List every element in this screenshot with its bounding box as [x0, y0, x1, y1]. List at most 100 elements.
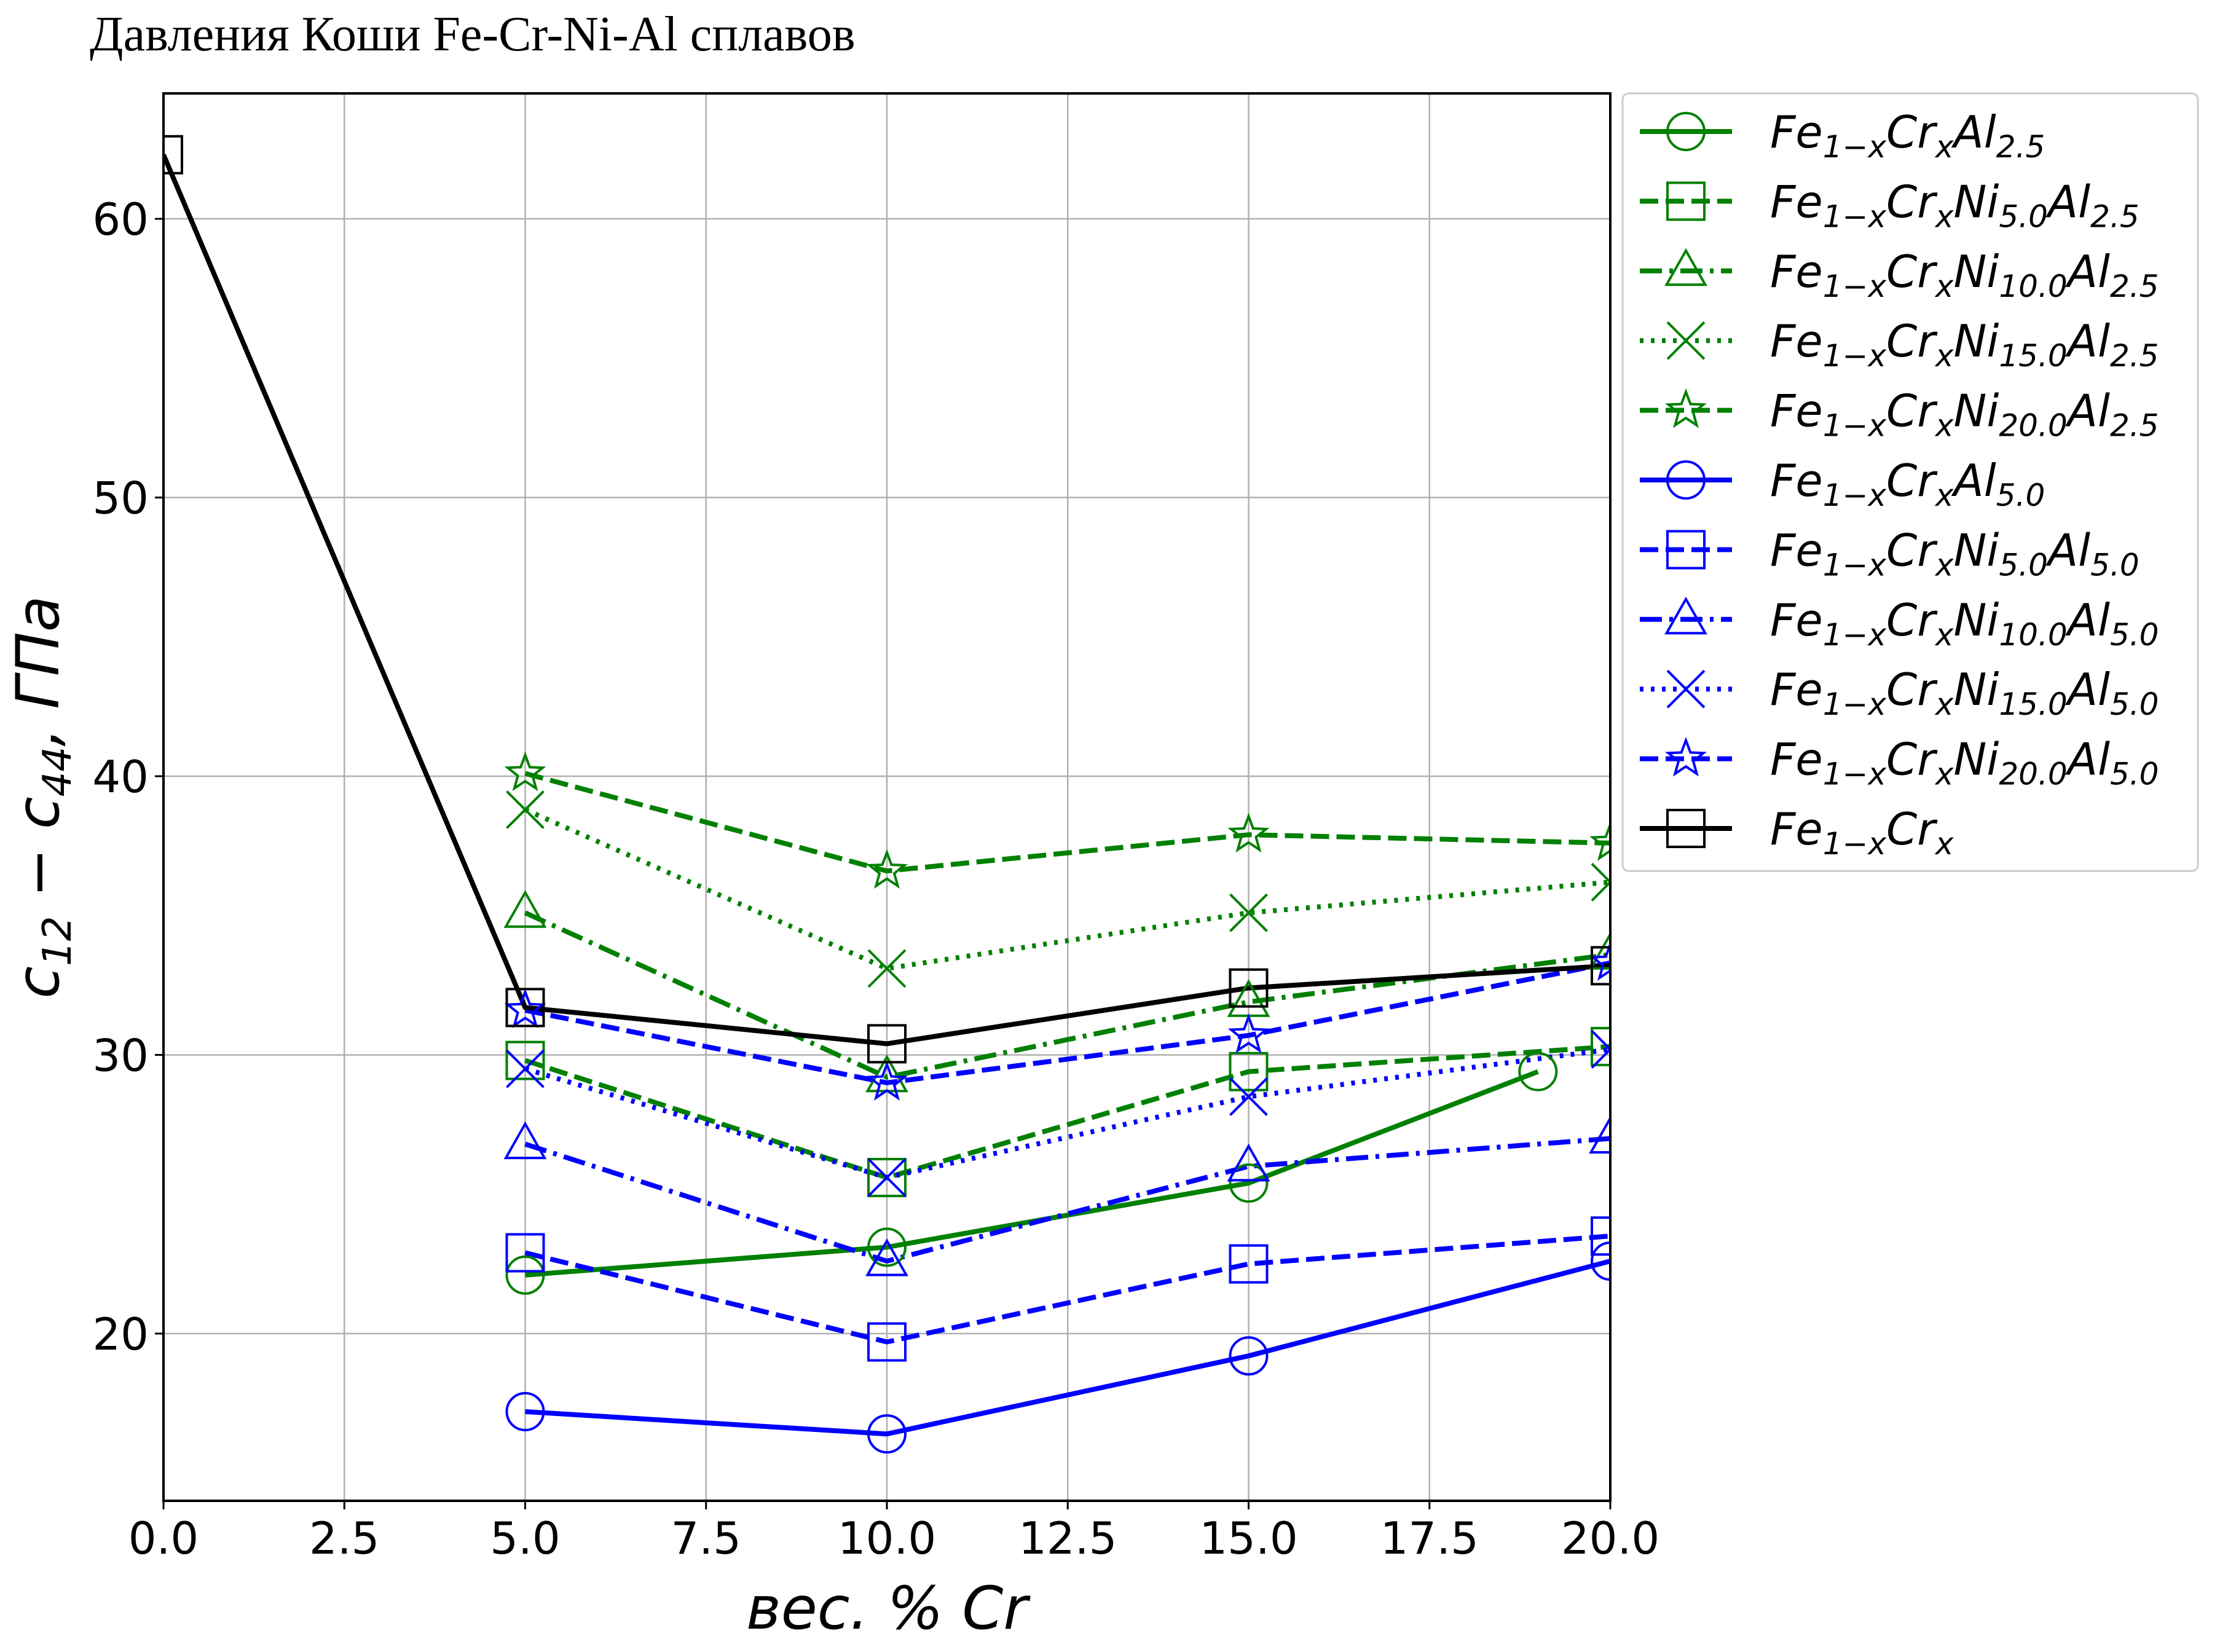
star-marker	[1589, 941, 1610, 981]
legend-entry: Fe1−xCrxNi20.0Al5.0	[1640, 734, 2159, 792]
circle-marker	[1229, 1163, 1269, 1203]
circle-marker	[867, 1227, 907, 1267]
square-marker	[505, 1233, 545, 1273]
legend-label: Fe1−xCrxNi20.0Al2.5	[1770, 385, 2159, 444]
x-marker	[867, 949, 907, 988]
y-tick-label: 20	[92, 1308, 149, 1360]
star-marker	[866, 1061, 908, 1101]
legend-entry: Fe1−xCrxNi15.0Al5.0	[1640, 664, 2159, 722]
series-line	[163, 154, 1610, 1047]
square-marker	[867, 1157, 907, 1197]
x-marker	[1591, 1029, 1610, 1069]
circle-marker	[1666, 112, 1706, 151]
square-marker	[505, 988, 545, 1028]
series-line	[524, 1233, 1610, 1345]
star-marker	[1227, 812, 1270, 853]
square-marker	[1591, 1216, 1610, 1256]
legend-entry: Fe1−xCrxAl5.0	[1640, 455, 2045, 513]
x-axis-label: вес. % Cr	[746, 1574, 1031, 1643]
legend-label: Fe1−xCrxNi15.0Al5.0	[1770, 664, 2159, 722]
ticks: 0.0 2.5 5.0 7.5 10.0 12.5 15.0 17.5 20.0 20 30 40 50…	[92, 194, 1659, 1564]
x-marker	[1666, 669, 1706, 709]
y-tick-label: 40	[92, 751, 149, 803]
square-marker	[1229, 968, 1269, 1008]
square-marker	[505, 1040, 545, 1080]
x-tick-label: 2.5	[309, 1512, 380, 1564]
x-marker	[867, 1158, 907, 1197]
x-tick-label: 10.0	[838, 1512, 936, 1564]
legend-label: Fe1−xCrxNi10.0Al5.0	[1770, 594, 2159, 653]
series-line	[524, 807, 1610, 971]
square-marker	[867, 1322, 907, 1362]
square-marker	[1666, 181, 1706, 221]
star-marker	[1665, 388, 1707, 428]
triangle-marker	[1227, 1143, 1270, 1182]
square-marker	[163, 135, 183, 175]
legend-label: Fe1−xCrx	[1770, 803, 1954, 862]
series-line	[525, 1069, 1539, 1278]
series-line	[525, 1259, 1610, 1437]
triangle-marker	[1589, 1115, 1610, 1154]
legend-entry: Fe1−xCrxNi15.0Al2.5	[1640, 315, 2159, 374]
legend-entry: Fe1−xCrxNi10.0Al2.5	[1640, 246, 2159, 304]
legend-entry: Fe1−xCrxNi10.0Al5.0	[1640, 594, 2159, 653]
x-marker	[1666, 321, 1706, 360]
series-line	[524, 1044, 1610, 1180]
triangle-marker	[1664, 596, 1707, 635]
y-tick-label: 60	[92, 194, 149, 245]
x-tick-label: 7.5	[671, 1512, 741, 1564]
triangle-marker	[865, 1238, 908, 1276]
triangle-marker	[1589, 932, 1610, 970]
legend: Fe1−xCrxAl2.5 Fe1−xCrxNi5.0Al2.5 Fe1−xCrxN…	[1621, 92, 2199, 872]
star-marker	[1589, 821, 1610, 861]
series-line	[524, 1136, 1610, 1264]
legend-label: Fe1−xCrxNi20.0Al5.0	[1770, 734, 2159, 792]
legend-entry: Fe1−xCrxAl2.5	[1640, 106, 2045, 165]
legend-frame	[1621, 92, 2199, 872]
star-marker	[1665, 736, 1707, 777]
triangle-marker	[503, 1121, 547, 1160]
square-marker	[1591, 1026, 1610, 1066]
x-marker	[506, 790, 545, 829]
legend-entry: Fe1−xCrxNi5.0Al5.0	[1640, 524, 2139, 583]
x-marker	[1229, 1077, 1268, 1116]
triangle-marker	[503, 890, 547, 928]
x-tick-label: 20.0	[1561, 1512, 1659, 1564]
star-marker	[504, 751, 546, 792]
square-marker	[1666, 530, 1706, 570]
square-marker	[1591, 946, 1610, 986]
square-marker	[867, 1024, 907, 1064]
star-marker	[504, 988, 546, 1028]
x-tick-label: 17.5	[1380, 1512, 1479, 1564]
x-marker	[506, 1049, 545, 1088]
x-marker	[1591, 862, 1610, 902]
legend-entry: Fe1−xCrxNi5.0Al2.5	[1640, 176, 2139, 234]
x-tick-label: 0.0	[128, 1512, 199, 1564]
series-line	[524, 1047, 1610, 1180]
chart-title: Давления Коши Fe-Cr-Ni-Al сплавов	[90, 7, 856, 61]
square-marker	[1229, 1052, 1269, 1092]
circle-marker	[1229, 1336, 1269, 1376]
circle-marker	[867, 1414, 907, 1454]
x-tick-label: 15.0	[1199, 1512, 1297, 1564]
legend-label: Fe1−xCrxAl2.5	[1770, 106, 2045, 165]
series-group	[163, 154, 1610, 1437]
x-tick-label: 12.5	[1018, 1512, 1117, 1564]
legend-label: Fe1−xCrxNi15.0Al2.5	[1770, 315, 2159, 374]
legend-label: Fe1−xCrxNi10.0Al2.5	[1770, 246, 2159, 304]
circle-marker	[505, 1255, 545, 1295]
series-line	[524, 771, 1610, 874]
star-marker	[1227, 1013, 1270, 1053]
marker-group	[163, 135, 1610, 1454]
series-line	[524, 960, 1610, 1085]
square-marker	[1229, 1244, 1269, 1284]
x-marker	[1229, 893, 1268, 932]
legend-label: Fe1−xCrxAl5.0	[1770, 455, 2045, 513]
legend-label: Fe1−xCrxNi5.0Al5.0	[1770, 524, 2139, 583]
x-tick-label: 5.0	[490, 1512, 561, 1564]
y-tick-label: 30	[92, 1029, 149, 1081]
circle-marker	[1591, 1241, 1610, 1281]
star-marker	[866, 849, 908, 889]
circle-marker	[505, 1391, 545, 1431]
